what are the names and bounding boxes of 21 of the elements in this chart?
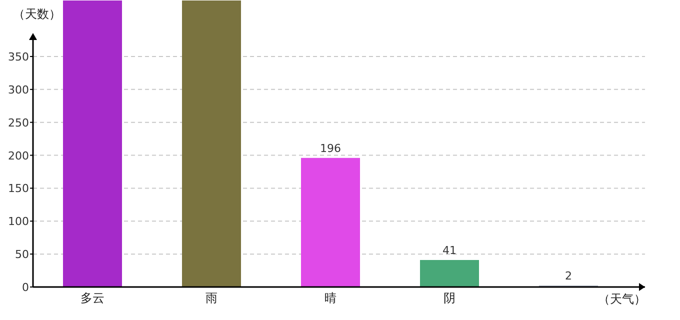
- x-tick-label: 阴: [444, 291, 456, 305]
- bar: [182, 0, 241, 287]
- y-tick-label: 50: [15, 248, 29, 262]
- data-label: 196: [320, 142, 341, 155]
- y-tick-label: 300: [8, 83, 29, 96]
- y-axis-title: （天数）: [13, 7, 61, 21]
- y-tick-label: 0: [22, 281, 29, 294]
- y-tick-label: 100: [8, 215, 29, 228]
- x-axis-title: （天气）: [598, 292, 646, 306]
- data-label: 2: [565, 270, 572, 283]
- data-label: 41: [442, 244, 456, 257]
- y-tick-label: 250: [8, 116, 29, 130]
- y-tick-label: 350: [8, 50, 29, 64]
- y-tick-label: 150: [8, 182, 29, 196]
- bar: [420, 260, 479, 287]
- x-tick-label: 晴: [324, 291, 336, 305]
- x-tick-label: 雨: [206, 291, 218, 305]
- bar: [63, 0, 122, 287]
- y-tick-label: 200: [8, 149, 29, 162]
- x-tick-label: 多云: [80, 291, 104, 305]
- bar: [301, 158, 360, 287]
